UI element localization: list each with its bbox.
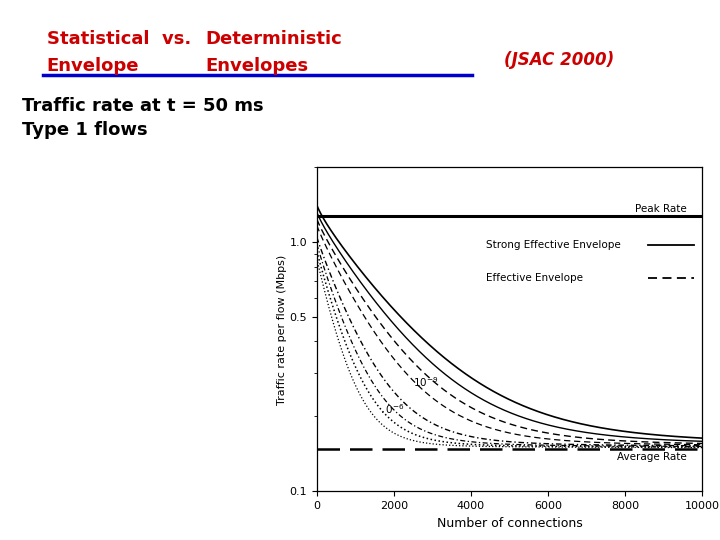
Text: $.0^{-6}$: $.0^{-6}$ — [380, 402, 405, 416]
Text: Traffic rate at t = 50 ms
Type 1 flows: Traffic rate at t = 50 ms Type 1 flows — [22, 97, 264, 139]
Text: Envelopes: Envelopes — [205, 57, 308, 75]
Text: Effective Envelope: Effective Envelope — [486, 273, 583, 282]
Text: Peak Rate: Peak Rate — [635, 204, 687, 214]
Y-axis label: Traffic rate per flow (Mbps): Traffic rate per flow (Mbps) — [276, 254, 287, 404]
Text: Envelope: Envelope — [47, 57, 139, 75]
Text: $10^{-9}$: $10^{-9}$ — [413, 375, 438, 389]
Text: Statistical  vs.: Statistical vs. — [47, 30, 191, 48]
Text: (JSAC 2000): (JSAC 2000) — [504, 51, 614, 69]
X-axis label: Number of connections: Number of connections — [436, 517, 582, 530]
Text: Strong Effective Envelope: Strong Effective Envelope — [486, 240, 621, 250]
Text: Average Rate: Average Rate — [617, 452, 687, 462]
Text: Deterministic: Deterministic — [205, 30, 342, 48]
